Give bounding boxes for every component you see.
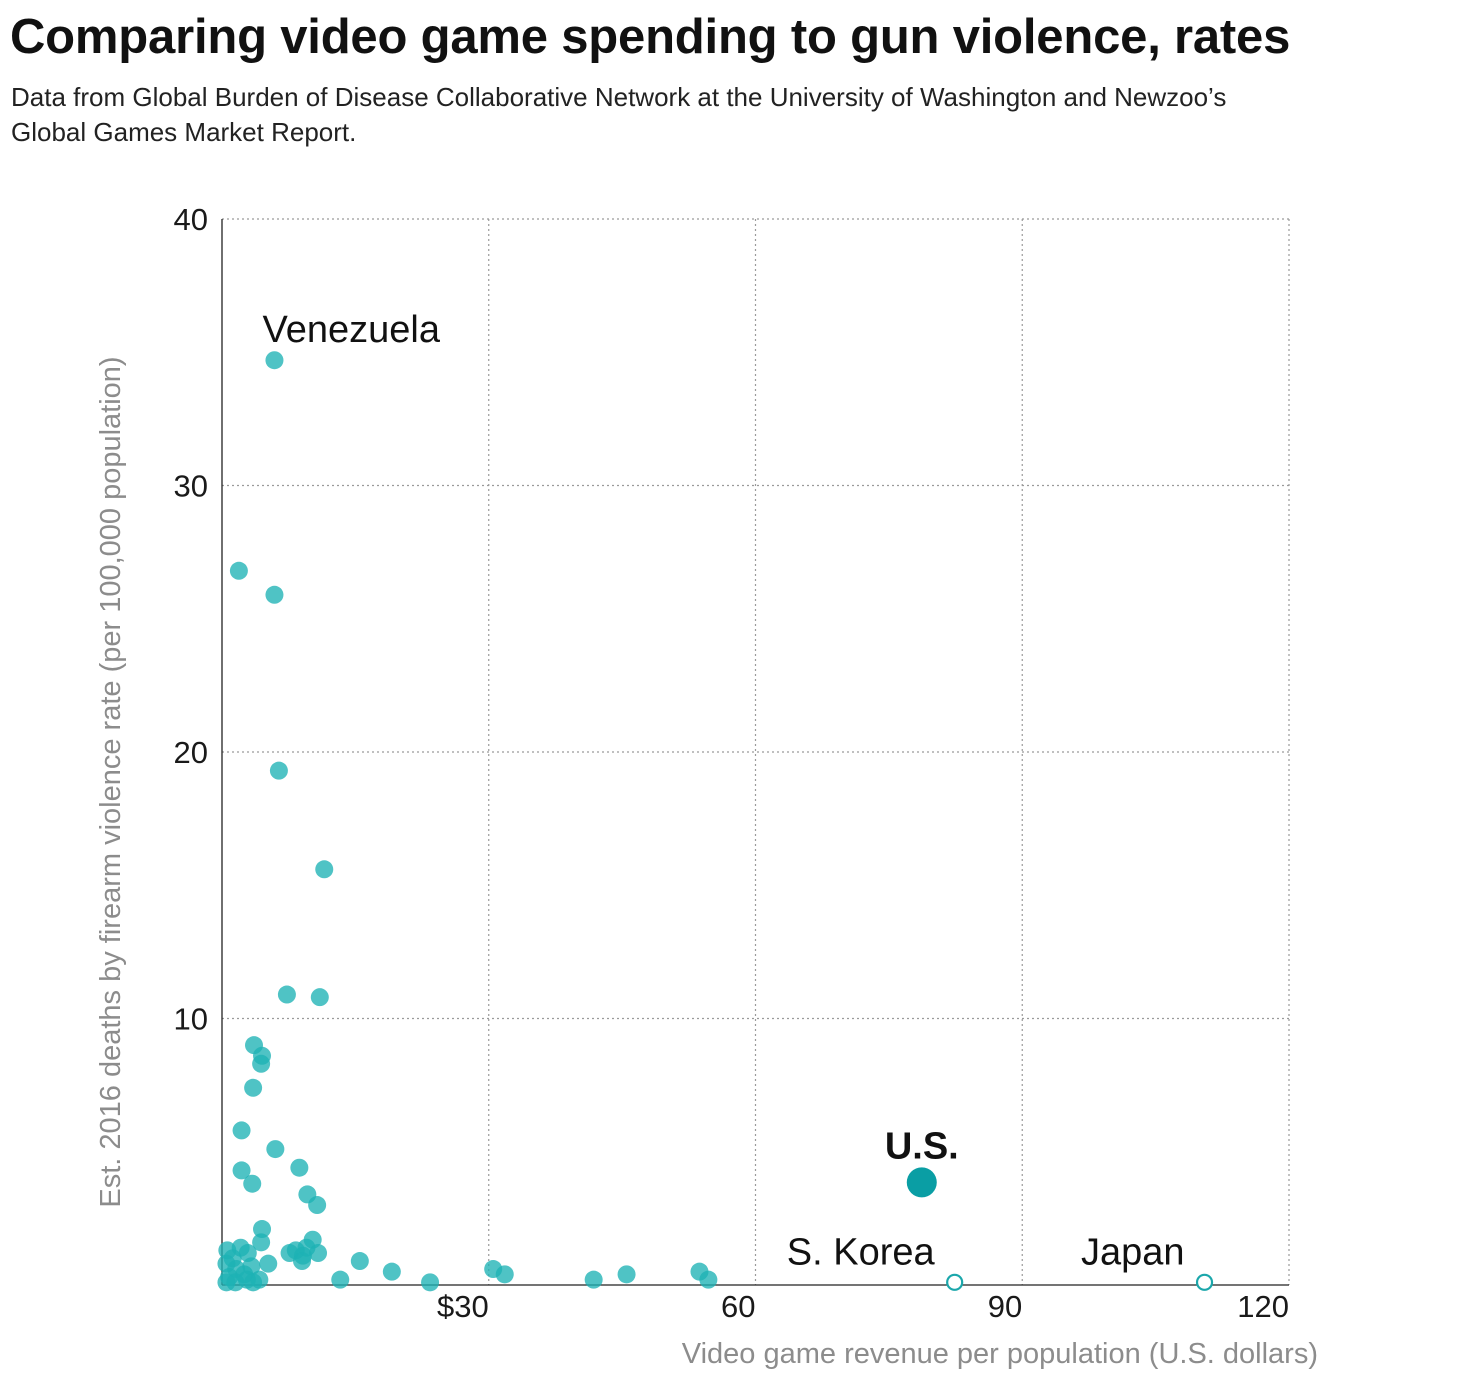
data-point xyxy=(584,1270,603,1289)
y-axis-title: Est. 2016 deaths by firearm violence rat… xyxy=(95,356,127,1207)
point-u-s xyxy=(906,1167,937,1198)
point-venezuela-label: Venezuela xyxy=(262,309,440,351)
x-tick-label: 120 xyxy=(1237,1289,1289,1324)
data-point xyxy=(269,761,288,780)
x-tick-label: $30 xyxy=(437,1289,489,1324)
point-venezuela xyxy=(265,351,284,370)
data-point xyxy=(217,1273,236,1292)
data-point xyxy=(308,1196,327,1215)
data-point xyxy=(253,1220,272,1239)
data-point xyxy=(293,1252,312,1271)
data-point xyxy=(315,860,334,879)
y-tick-labels: 10 20 30 40 xyxy=(174,202,208,1037)
data-point xyxy=(243,1174,262,1193)
data-point xyxy=(309,1244,328,1263)
data-point xyxy=(382,1262,401,1281)
data-point xyxy=(232,1121,251,1140)
data-point xyxy=(266,1140,285,1159)
x-tick-label: 90 xyxy=(988,1289,1022,1324)
data-point xyxy=(350,1252,369,1271)
y-tick-label: 40 xyxy=(174,202,208,237)
data-point xyxy=(252,1233,271,1252)
data-point xyxy=(265,585,284,604)
point-s-korea xyxy=(946,1273,964,1291)
chart-subtitle: Data from Global Burden of Disease Colla… xyxy=(11,82,1227,147)
point-labels: Venezuela U.S. S. Korea Japan xyxy=(262,309,1184,1273)
data-point xyxy=(252,1054,271,1073)
x-axis-title: Video game revenue per population (U.S. … xyxy=(682,1338,1318,1370)
data-points xyxy=(217,351,1214,1292)
y-tick-label: 20 xyxy=(174,735,208,770)
data-point xyxy=(244,1078,263,1097)
data-point xyxy=(617,1265,636,1284)
x-tick-label: 60 xyxy=(721,1289,755,1324)
gridlines xyxy=(222,218,1290,1285)
data-point xyxy=(421,1273,440,1292)
point-s-korea-label: S. Korea xyxy=(787,1231,936,1273)
data-point xyxy=(290,1158,309,1177)
data-point xyxy=(232,1161,251,1180)
data-point xyxy=(277,985,296,1004)
point-japan xyxy=(1195,1273,1214,1291)
data-point xyxy=(331,1270,350,1289)
y-tick-label: 30 xyxy=(174,469,208,504)
data-point xyxy=(229,561,248,580)
chart-title: Comparing video game spending to gun vio… xyxy=(10,10,1291,64)
data-point xyxy=(259,1254,278,1273)
x-tick-labels: $30 60 90 120 xyxy=(437,1289,1289,1324)
data-point xyxy=(310,988,329,1007)
data-point xyxy=(250,1270,269,1289)
data-point xyxy=(699,1270,718,1289)
point-u-s-label: U.S. xyxy=(885,1125,959,1167)
point-japan-label: Japan xyxy=(1081,1231,1185,1273)
data-point xyxy=(495,1265,514,1284)
axes xyxy=(221,219,1289,1286)
y-tick-label: 10 xyxy=(174,1002,208,1037)
